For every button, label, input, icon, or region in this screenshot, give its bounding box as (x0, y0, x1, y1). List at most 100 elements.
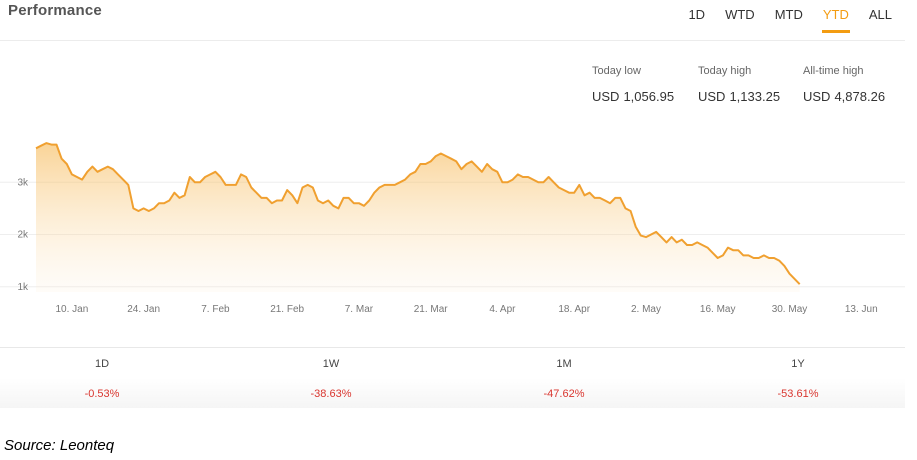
price-stats: Today low USD 1,056.95 Today high USD 1,13… (0, 65, 905, 115)
y-axis-ticks: 1k 2k 3k (17, 177, 29, 293)
data-point (558, 186, 560, 188)
data-point (717, 257, 719, 259)
y-tick-label: 1k (17, 282, 29, 293)
data-point (101, 168, 103, 170)
data-point (465, 163, 467, 165)
data-point (142, 207, 144, 209)
data-point (742, 254, 744, 256)
data-point (276, 199, 278, 201)
data-point (496, 171, 498, 173)
data-point (260, 197, 262, 199)
data-point (148, 210, 150, 212)
stat-today-low: Today low USD 1,056.95 (592, 65, 674, 104)
data-point (670, 236, 672, 238)
period-header-1d: 1D (94, 358, 110, 370)
data-point (199, 181, 201, 183)
tab-wtd[interactable]: WTD (725, 7, 755, 22)
data-point (373, 192, 375, 194)
data-point (553, 181, 555, 183)
performance-value-1w: -38.63% (310, 388, 352, 400)
data-point (568, 192, 570, 194)
data-point (55, 143, 57, 145)
data-point (332, 205, 334, 207)
data-point (322, 202, 324, 204)
data-point (137, 210, 139, 212)
data-point (455, 160, 457, 162)
data-point (122, 178, 124, 180)
data-point (737, 249, 739, 251)
data-point (414, 171, 416, 173)
data-point (363, 205, 365, 207)
data-point (701, 244, 703, 246)
data-point (768, 257, 770, 259)
x-tick-label: 2. May (631, 304, 661, 315)
data-point (96, 171, 98, 173)
data-point (722, 254, 724, 256)
data-point (250, 186, 252, 188)
x-tick-label: 18. Apr (558, 304, 590, 315)
data-point (240, 173, 242, 175)
data-point (665, 241, 667, 243)
price-area-fill (36, 143, 800, 292)
period-header-1y: 1Y (791, 358, 805, 370)
data-point (660, 236, 662, 238)
x-tick-label: 30. May (772, 304, 808, 315)
x-tick-label: 16. May (700, 304, 736, 315)
stat-label: Today low (592, 65, 641, 77)
data-point (676, 241, 678, 243)
data-point (583, 194, 585, 196)
data-point (353, 202, 355, 204)
data-point (686, 244, 688, 246)
data-point (286, 189, 288, 191)
data-point (655, 231, 657, 233)
data-point (650, 233, 652, 235)
stat-value: 1,056.95 (623, 89, 675, 104)
tab-1d[interactable]: 1D (688, 7, 706, 22)
data-point (225, 184, 227, 186)
tab-ytd[interactable]: YTD (821, 7, 850, 33)
data-point (404, 178, 406, 180)
data-point (358, 202, 360, 204)
data-point (629, 210, 631, 212)
period-tabs: 1D WTD MTD YTD ALL (668, 7, 892, 33)
data-point (337, 207, 339, 209)
source-caption: Source: Leonteq (4, 437, 115, 454)
data-point (563, 189, 565, 191)
data-point (255, 192, 257, 194)
data-point (573, 192, 575, 194)
tab-mtd[interactable]: MTD (774, 7, 803, 22)
data-point (91, 165, 93, 167)
data-point (537, 181, 539, 183)
performance-value-1m: -47.62% (543, 388, 585, 400)
price-line (35, 142, 801, 285)
data-point (132, 207, 134, 209)
data-point (501, 181, 503, 183)
data-point (445, 155, 447, 157)
data-point (522, 176, 524, 178)
data-point (107, 165, 109, 167)
data-point (383, 184, 385, 186)
stat-value-row: USD 1,056.95 (592, 89, 674, 104)
data-point (783, 265, 785, 267)
data-point (214, 171, 216, 173)
data-point (752, 257, 754, 259)
data-point (76, 176, 78, 178)
data-point (609, 202, 611, 204)
stat-today-high: Today high USD 1,133.25 (698, 65, 780, 104)
ytd-price-chart[interactable]: 1k 2k 3k 10. Jan 24. Jan 7. Feb 21. Feb 7. Mar… (0, 128, 905, 320)
stat-currency: USD (698, 89, 726, 104)
data-point (732, 249, 734, 251)
data-point (312, 186, 314, 188)
stat-currency: USD (592, 89, 620, 104)
data-point (614, 197, 616, 199)
data-point (532, 178, 534, 180)
data-point (178, 197, 180, 199)
stat-label: All-time high (803, 65, 864, 77)
tab-all[interactable]: ALL (868, 7, 892, 22)
data-point (696, 241, 698, 243)
data-point (219, 176, 221, 178)
data-point (747, 254, 749, 256)
data-point (547, 176, 549, 178)
data-point (245, 176, 247, 178)
y-tick-label: 3k (17, 177, 29, 188)
